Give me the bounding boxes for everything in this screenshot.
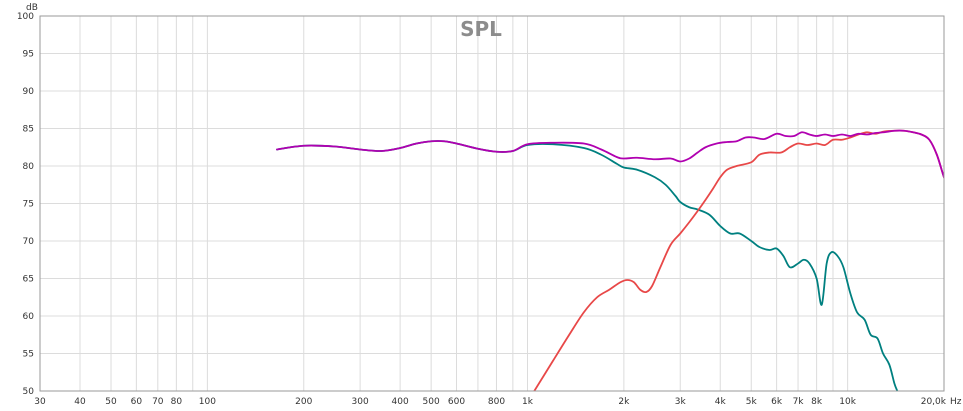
series-layer [276, 129, 944, 391]
x-tick-label: 3k [675, 397, 687, 407]
x-tick-label: 1k [522, 397, 534, 407]
x-tick-label: 7k [793, 397, 805, 407]
y-tick-label: 50 [23, 387, 35, 397]
y-tick-label: 55 [23, 350, 34, 360]
x-tick-label: 400 [392, 397, 409, 407]
plot-frame [39, 15, 945, 392]
x-tick-label: 600 [448, 397, 465, 407]
y-tick-label: 95 [23, 50, 34, 60]
x-tick-label: 2k [618, 397, 630, 407]
x-tick-label: 20,0k [921, 397, 947, 407]
y-tick-label: 85 [23, 125, 34, 135]
grid [40, 16, 944, 391]
chart-title: SPL [460, 17, 502, 41]
y-tick-label: 80 [23, 162, 35, 172]
y-tick-label: 75 [23, 200, 34, 210]
x-tick-label: 100 [199, 397, 216, 407]
series-line-3 [276, 129, 944, 180]
x-tick-label: 5k [746, 397, 758, 407]
y-tick-label: 65 [23, 275, 34, 285]
x-tick-label: 200 [295, 397, 312, 407]
x-tick-label: 10k [839, 397, 856, 407]
x-axis-unit-label: Hz [950, 397, 962, 407]
x-tick-label: 300 [352, 397, 369, 407]
x-tick-label: 80 [171, 397, 183, 407]
y-tick-label: 100 [17, 12, 34, 22]
x-tick-label: 500 [423, 397, 440, 407]
x-tick-label: 30 [34, 397, 46, 407]
y-tick-label: 70 [23, 237, 35, 247]
x-tick-label: 40 [74, 397, 86, 407]
x-tick-label: 800 [488, 397, 505, 407]
x-tick-label: 8k [811, 397, 823, 407]
x-tick-label: 6k [771, 397, 783, 407]
x-tick-label: 60 [131, 397, 143, 407]
y-tick-label: 60 [23, 312, 35, 322]
x-tick-label: 70 [152, 397, 164, 407]
x-tick-label: 4k [715, 397, 727, 407]
y-axis-ticks: 50 55 60 65 70 75 80 85 90 95 100 [17, 12, 34, 397]
y-axis-label: dB [26, 3, 38, 13]
x-axis-ticks: 30 40 50 60 70 80 100 200 300 400 500 600 800 1k 2k 3k 4… [34, 397, 947, 407]
x-tick-label: 50 [105, 397, 117, 407]
y-tick-label: 90 [23, 87, 35, 97]
